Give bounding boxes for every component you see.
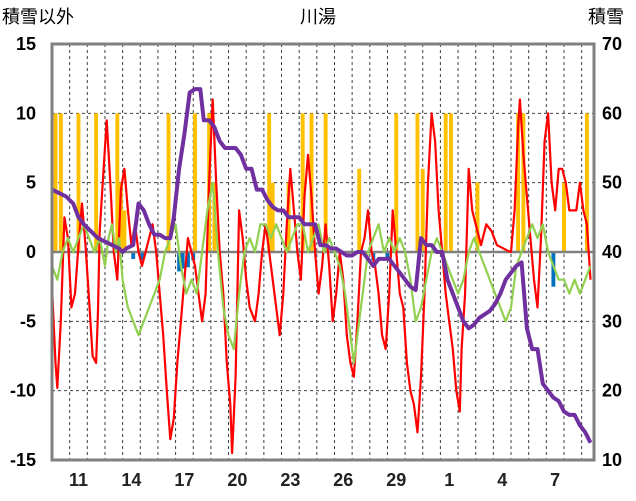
x-tick-label: 4 [497,470,507,490]
precip-bar [122,210,127,252]
y-right-tick-label: 40 [602,242,622,262]
precip-bar [521,113,526,252]
negative-bar [131,252,136,259]
y-right-label: 積雪 [588,7,624,27]
precip-bar [309,113,314,252]
precip-bar [357,168,362,252]
precip-bar [420,168,425,252]
precip-bar [449,113,453,252]
y-left-tick-label: -10 [10,381,36,401]
x-tick-label: 29 [386,470,406,490]
negative-bar [551,252,556,287]
negative-bar [180,252,185,269]
precip-bar [58,113,63,252]
y-left-tick-label: -5 [20,311,36,331]
series-lines [50,87,593,455]
y-left-tick-label: 15 [16,34,36,54]
precip-bar [76,113,81,252]
x-tick-label: 20 [227,470,247,490]
precip-bar [415,113,420,252]
y-right-ticks: 70 60 50 40 30 20 10 [602,34,622,470]
x-tick-label: 23 [280,470,300,490]
y-left-label: 積雪以外 [2,7,74,27]
x-tick-label: 11 [69,470,88,490]
x-tick-label: 7 [550,470,560,490]
y-left-tick-label: -15 [10,450,36,470]
y-left-tick-label: 10 [16,103,36,123]
y-left-tick-label: 5 [26,173,36,193]
precip-bar [443,113,448,252]
precip-bar [584,113,589,252]
y-right-tick-label: 20 [602,381,622,401]
negative-bar [177,252,182,272]
plot-frame [50,42,596,462]
precip-bar [323,113,328,252]
x-ticks: 11 14 17 20 23 26 29 1 4 7 [69,470,560,490]
y-right-tick-label: 10 [602,450,622,470]
precip-bar [53,113,58,252]
x-tick-label: 17 [174,470,194,490]
precip-bar [475,182,480,252]
line-series-7030a0 [51,87,593,444]
gridlines [52,44,594,460]
precip-bar [193,113,197,252]
chart-title: 川湯 [300,7,336,27]
precip-bar [115,113,120,252]
precip-bar [394,113,399,252]
y-right-tick-label: 60 [602,103,622,123]
negative-bar [385,252,390,259]
precip-bar [562,182,566,252]
precip-bar [166,113,171,252]
line-series-92d050 [50,181,592,364]
x-tick-label: 26 [333,470,353,490]
y-left-ticks: 15 10 5 0 -5 -10 -15 [10,34,36,470]
precip-bar [267,113,272,252]
x-tick-label: 1 [444,470,454,490]
precip-bar [516,113,521,252]
negative-bar [185,252,190,268]
negative-bar [140,252,144,261]
y-right-tick-label: 30 [602,311,622,331]
y-right-tick-label: 70 [602,34,622,54]
y-right-tick-label: 50 [602,173,622,193]
y-left-tick-label: 0 [26,242,36,262]
precip-bar [94,113,99,252]
precip-bar [270,182,275,252]
precip-bar [300,113,305,252]
x-tick-label: 14 [121,470,141,490]
